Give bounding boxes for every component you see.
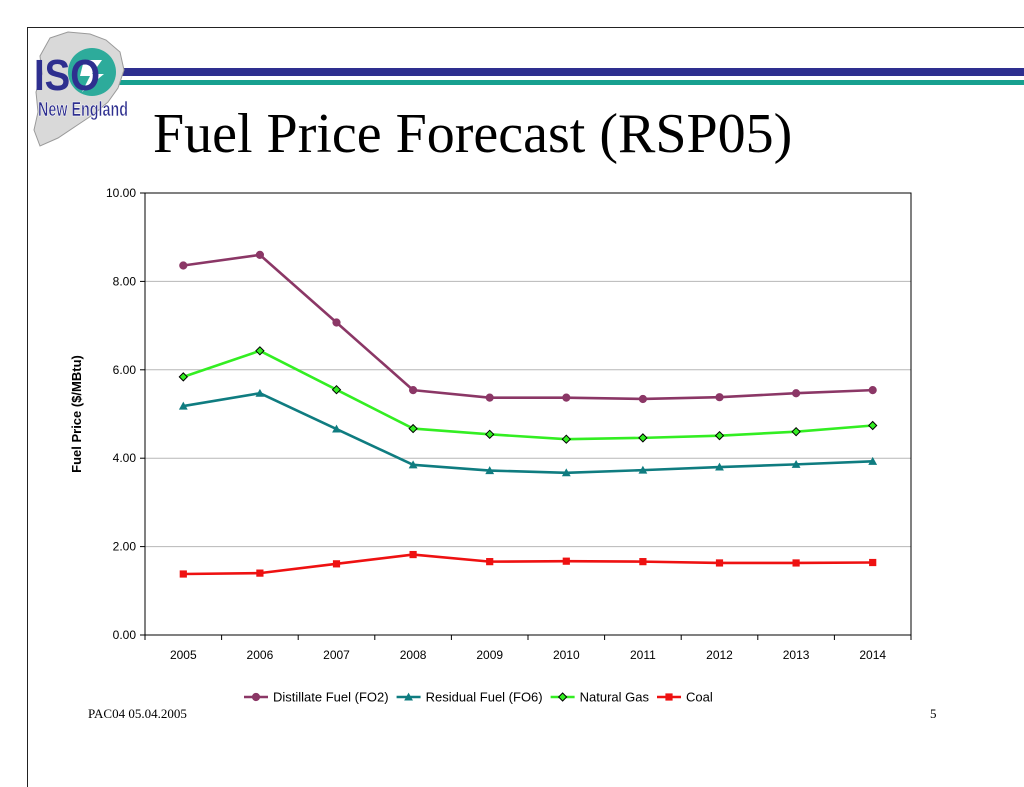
series-2-point-2007 xyxy=(331,384,342,395)
x-tick-label-2009: 2009 xyxy=(476,648,503,662)
series-3-point-2008 xyxy=(409,550,417,559)
legend-label-2: Natural Gas xyxy=(580,690,650,705)
series-1-point-2010 xyxy=(561,468,571,477)
series-2-point-2008 xyxy=(408,423,418,434)
series-2-point-2013 xyxy=(791,426,801,437)
footer-date: PAC04 05.04.2005 xyxy=(88,706,187,721)
grid-lines xyxy=(145,280,911,548)
series-0-point-2008 xyxy=(409,386,418,395)
x-tick-label-2007: 2007 xyxy=(323,648,350,662)
legend-item-1: Residual Fuel (FO6) xyxy=(396,690,543,705)
series-2-point-2014 xyxy=(867,420,878,431)
series-1-point-2009 xyxy=(485,466,495,475)
series-1-point-2011 xyxy=(638,465,648,474)
series-line-0 xyxy=(183,253,873,401)
data-series xyxy=(178,250,878,578)
legend: Distillate Fuel (FO2) Residual Fuel (FO6)… xyxy=(244,690,713,705)
series-0-point-2009 xyxy=(485,393,494,402)
axes: 0.00 2.00 4.00 6.00 8.00 10.00 2005 2006 2007 200… xyxy=(106,186,912,662)
logo-new-england-text: New England xyxy=(38,99,128,121)
legend-swatch-marker-1 xyxy=(404,692,413,701)
x-tick-label-2008: 2008 xyxy=(400,648,427,662)
x-tick-label-2014: 2014 xyxy=(859,648,886,662)
legend-label-3: Coal xyxy=(686,690,713,705)
series-1-point-2008 xyxy=(408,460,418,469)
series-1-point-2006 xyxy=(255,388,265,397)
series-3-point-2012 xyxy=(715,559,724,567)
series-line-3 xyxy=(183,553,873,576)
series-1 xyxy=(178,388,878,477)
series-3-point-2011 xyxy=(639,558,647,566)
series-1-point-2007 xyxy=(332,424,341,433)
iso-new-england-logo: ISO New England xyxy=(33,31,128,147)
plot-area-border xyxy=(144,192,912,636)
x-tick-label-2012: 2012 xyxy=(706,648,733,662)
page-number: 5 xyxy=(930,706,937,721)
x-tick-label-2013: 2013 xyxy=(783,648,810,662)
series-0-point-2006 xyxy=(255,250,264,259)
series-3 xyxy=(179,550,877,578)
series-0-point-2014 xyxy=(868,386,877,395)
series-2-point-2009 xyxy=(484,429,495,440)
slide-frame xyxy=(27,27,1024,787)
series-2-point-2011 xyxy=(638,433,648,443)
logo-iso-text: ISO xyxy=(34,51,100,100)
legend-item-3: Coal xyxy=(657,690,713,705)
y-tick-label-0: 0.00 xyxy=(113,628,137,642)
x-tick-label-2010: 2010 xyxy=(553,648,580,662)
series-2-point-2010 xyxy=(561,434,572,444)
y-tick-label-5: 10.00 xyxy=(106,186,136,200)
series-3-point-2007 xyxy=(332,560,341,568)
series-3-point-2009 xyxy=(486,558,494,566)
series-1-point-2014 xyxy=(868,456,878,465)
series-3-point-2006 xyxy=(256,569,264,577)
series-2 xyxy=(178,346,878,444)
y-tick-label-4: 8.00 xyxy=(113,274,137,288)
legend-swatch-marker-0 xyxy=(251,692,261,702)
series-0-point-2007 xyxy=(332,318,341,327)
series-1-point-2005 xyxy=(178,401,188,410)
series-line-1 xyxy=(183,391,873,475)
legend-swatch-marker-3 xyxy=(665,693,673,701)
x-tick-label-2006: 2006 xyxy=(247,648,274,662)
series-3-point-2010 xyxy=(562,557,570,565)
series-0-point-2013 xyxy=(792,389,801,398)
series-0-point-2012 xyxy=(715,393,724,402)
series-2-point-2005 xyxy=(178,372,189,382)
fuel-price-chart: 0.00 2.00 4.00 6.00 8.00 10.00 2005 2006 2007 200… xyxy=(69,186,912,705)
y-axis-label: Fuel Price ($/MBtu) xyxy=(69,355,84,473)
series-0-point-2011 xyxy=(638,394,648,404)
header-band-navy xyxy=(112,68,1024,76)
x-tick-label-2005: 2005 xyxy=(170,648,197,662)
y-tick-label-3: 6.00 xyxy=(113,363,137,377)
series-3-point-2014 xyxy=(869,558,877,567)
legend-item-0: Distillate Fuel (FO2) xyxy=(244,690,389,705)
series-2-point-2012 xyxy=(714,430,725,441)
series-0-point-2005 xyxy=(179,261,188,270)
series-0 xyxy=(179,250,877,404)
legend-label-0: Distillate Fuel (FO2) xyxy=(273,690,389,705)
series-2-point-2006 xyxy=(255,346,265,356)
series-line-2 xyxy=(182,349,873,441)
series-1-point-2013 xyxy=(791,459,801,468)
y-tick-label-2: 4.00 xyxy=(113,451,137,465)
legend-label-1: Residual Fuel (FO6) xyxy=(426,690,543,705)
series-0-point-2010 xyxy=(562,393,571,402)
series-1-point-2012 xyxy=(715,462,724,471)
legend-swatch-marker-2 xyxy=(557,692,568,702)
header-band-teal xyxy=(112,80,1024,85)
slide-title: Fuel Price Forecast (RSP05) xyxy=(153,103,793,165)
x-tick-label-2011: 2011 xyxy=(630,648,656,662)
y-tick-label-1: 2.00 xyxy=(113,540,137,554)
legend-item-2: Natural Gas xyxy=(550,690,650,705)
series-3-point-2005 xyxy=(179,570,187,578)
series-3-point-2013 xyxy=(792,559,800,567)
